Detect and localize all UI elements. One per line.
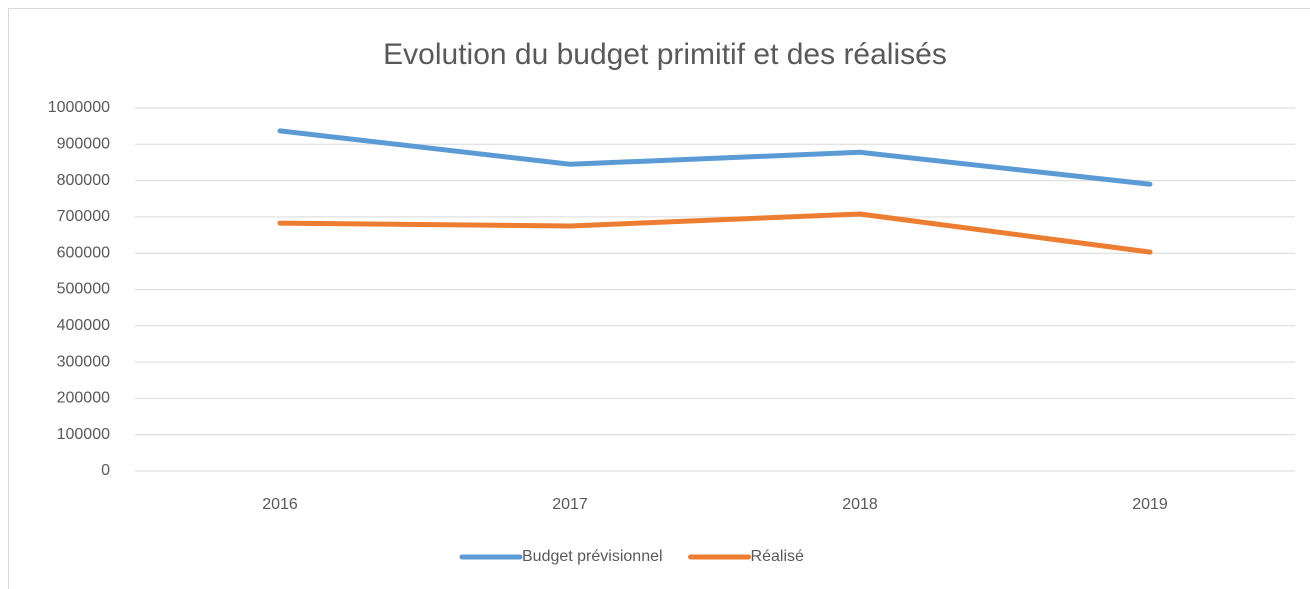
- y-tick-label: 0: [101, 462, 110, 479]
- y-tick-label: 700000: [57, 208, 110, 225]
- chart-title: Evolution du budget primitif et des réal…: [383, 38, 947, 71]
- series-line: [277, 211, 1153, 255]
- y-tick-label: 600000: [57, 244, 110, 261]
- x-tick-label: 2018: [842, 496, 878, 513]
- y-tick-label: 1000000: [48, 99, 110, 116]
- y-tick-label: 300000: [57, 353, 110, 370]
- y-tick-label: 800000: [57, 172, 110, 189]
- series-line: [277, 128, 1153, 187]
- y-tick-label: 400000: [57, 317, 110, 334]
- legend-label: Réalisé: [751, 548, 804, 565]
- x-tick-label: 2017: [552, 496, 588, 513]
- y-tick-label: 100000: [57, 426, 110, 443]
- x-tick-label: 2019: [1132, 496, 1168, 513]
- x-tick-label: 2016: [262, 496, 298, 513]
- y-tick-label: 900000: [57, 136, 110, 153]
- chart-border: [8, 8, 1310, 589]
- legend-label: Budget prévisionnel: [522, 548, 663, 565]
- y-tick-label: 500000: [57, 281, 110, 298]
- y-tick-label: 200000: [57, 390, 110, 407]
